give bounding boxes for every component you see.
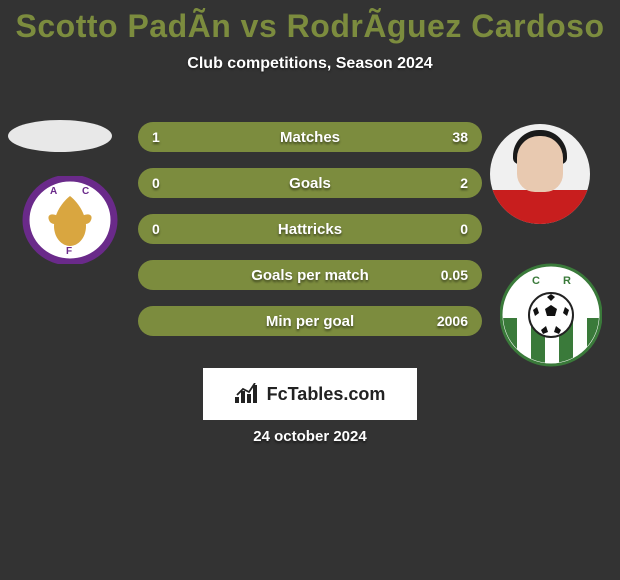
stat-left-value: 0 [152,175,160,191]
stat-label: Matches [280,129,340,146]
stat-row: 1 Matches 38 [138,122,482,152]
player-right-shirt [490,190,590,224]
stat-label: Min per goal [266,313,354,330]
page-title: Scotto PadÃ­n vs RodrÃ­guez Cardoso [0,0,620,45]
player-left-photo [8,120,112,152]
svg-text:C: C [532,275,540,287]
stat-label: Hattricks [278,221,342,238]
branding-text: FcTables.com [267,384,386,405]
stat-left-value: 1 [152,129,160,145]
svg-text:R: R [563,275,571,287]
stat-left-value: 0 [152,221,160,237]
player-right-photo [490,124,590,224]
stats-comparison: 1 Matches 38 0 Goals 2 0 Hattricks 0 Goals per ma… [138,122,482,352]
stat-right-value: 0.05 [441,267,468,283]
stat-label: Goals per match [251,267,369,284]
stat-right-value: 0 [460,221,468,237]
svg-text:A: A [50,186,57,197]
stat-row: 0 Goals 2 [138,168,482,198]
stat-row: Goals per match 0.05 [138,260,482,290]
stat-right-value: 38 [452,129,468,145]
page-subtitle: Club competitions, Season 2024 [0,55,620,73]
club-left-badge: A C F [20,176,120,264]
bar-chart-icon [235,383,261,405]
branding-box: FcTables.com [203,368,417,420]
stat-right-value: 2 [460,175,468,191]
svg-text:F: F [66,246,72,257]
stat-label: Goals [289,175,331,192]
player-right-face [517,136,563,192]
stat-row: 0 Hattricks 0 [138,214,482,244]
svg-text:C: C [82,186,89,197]
date-text: 24 october 2024 [0,428,620,445]
stat-row: Min per goal 2006 [138,306,482,336]
stat-right-value: 2006 [437,313,468,329]
svg-text:M: M [546,353,555,365]
club-right-badge: C R M [500,258,602,372]
